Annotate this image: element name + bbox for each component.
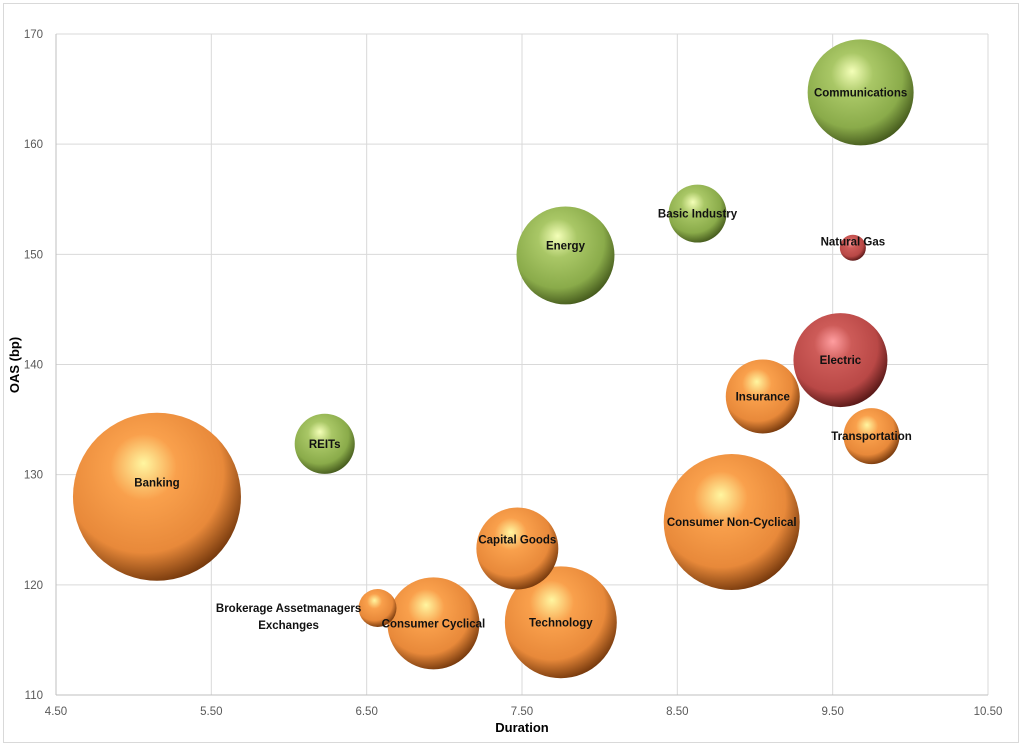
y-axis-title: OAS (bp): [7, 337, 22, 393]
bubble-label-consumer-non-cyclical: Consumer Non-Cyclical: [667, 517, 797, 529]
bubble-consumer-cyclical[interactable]: [387, 577, 480, 670]
bubble-label-banking: Banking: [134, 478, 179, 490]
y-tick-label: 170: [24, 29, 43, 41]
y-tick-label: 120: [24, 580, 43, 592]
bubble-electric[interactable]: [793, 313, 888, 408]
bubble-banking[interactable]: [72, 412, 241, 581]
bubble-label-transportation: Transportation: [831, 431, 912, 443]
bubble-label-energy: Energy: [546, 241, 586, 253]
x-tick-label: 7.50: [511, 706, 533, 718]
bubble-natural-gas[interactable]: [839, 234, 866, 261]
bubble-label-brokerage-assetmanagers-exchanges: Brokerage Assetmanagers Exchanges: [216, 603, 361, 632]
bubble-reits[interactable]: [294, 413, 355, 474]
x-tick-label: 10.50: [974, 706, 1003, 718]
bubble-label-consumer-cyclical: Consumer Cyclical: [382, 618, 486, 630]
x-tick-label: 9.50: [821, 706, 843, 718]
bubble-capital-goods[interactable]: [476, 507, 559, 590]
bubble-consumer-non-cyclical[interactable]: [663, 454, 800, 591]
bubbles: [72, 39, 914, 679]
bubble-insurance[interactable]: [725, 359, 800, 434]
bubble-label-communications: Communications: [814, 87, 907, 99]
bubble-label-capital-goods: Capital Goods: [478, 535, 556, 547]
y-tick-label: 160: [24, 139, 43, 151]
x-tick-label: 8.50: [666, 706, 688, 718]
bubble-label-basic-industry: Basic Industry: [658, 209, 738, 221]
bubble-label-natural-gas: Natural Gas: [821, 237, 886, 249]
bubble-label-insurance: Insurance: [736, 391, 790, 403]
bubble-transportation[interactable]: [843, 408, 900, 465]
bubble-energy[interactable]: [516, 206, 615, 305]
y-tick-label: 110: [25, 690, 43, 702]
y-axis-ticks: 110 120 130 140 150 160 170: [24, 29, 43, 702]
x-axis-ticks: 4.50 5.50 6.50 7.50 8.50 9.50 10.50: [45, 706, 1003, 718]
bubble-label-electric: Electric: [820, 355, 862, 367]
bubble-communications[interactable]: [807, 39, 914, 146]
y-tick-label: 130: [24, 470, 43, 482]
x-tick-label: 4.50: [45, 706, 67, 718]
bubble-technology[interactable]: [504, 566, 617, 679]
bubble-brokerage-assetmanagers-exchanges[interactable]: [358, 588, 397, 627]
x-tick-label: 6.50: [355, 706, 377, 718]
y-tick-label: 150: [24, 249, 43, 261]
x-axis-title: Duration: [495, 720, 549, 735]
bubble-labels: Communications Basic Industry Natural Gas E…: [134, 87, 911, 632]
bubble-label-reits: REITs: [309, 439, 341, 451]
y-tick-label: 140: [24, 360, 43, 372]
x-tick-label: 5.50: [200, 706, 222, 718]
bubble-label-technology: Technology: [529, 617, 593, 629]
bubble-basic-industry[interactable]: [668, 184, 727, 243]
